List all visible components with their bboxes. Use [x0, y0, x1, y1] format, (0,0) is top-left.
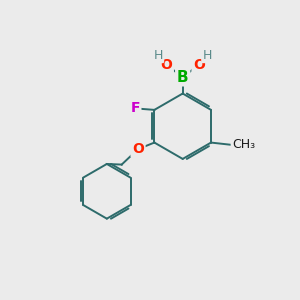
Text: CH₃: CH₃	[232, 138, 255, 152]
Text: O: O	[193, 58, 205, 72]
Text: B: B	[177, 70, 188, 85]
Text: H: H	[203, 49, 212, 62]
Text: F: F	[130, 101, 140, 116]
Text: O: O	[132, 142, 144, 156]
Text: O: O	[160, 58, 172, 72]
Text: H: H	[153, 49, 163, 62]
